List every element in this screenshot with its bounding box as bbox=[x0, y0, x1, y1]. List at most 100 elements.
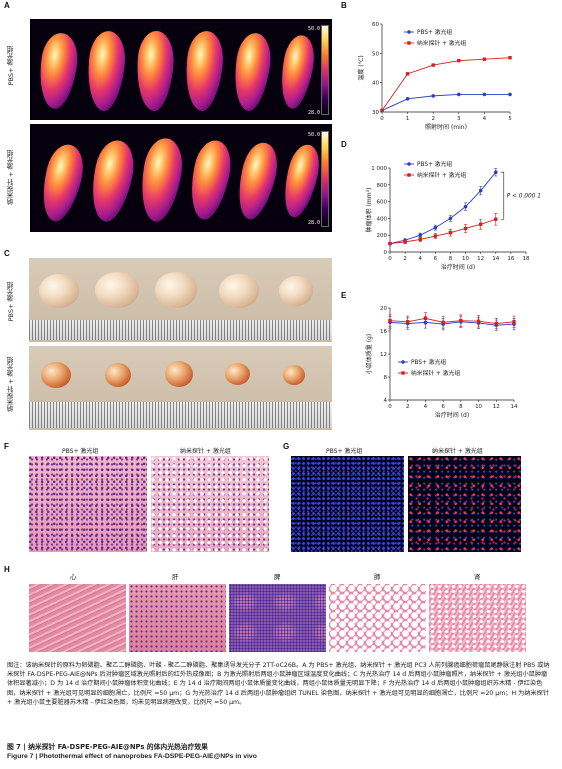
chart-d-tumor-volume: 0 200 400 600 800 1 000 0 2 4 6 8 10 12 14 16 18 治疗时间 (d… bbox=[365, 160, 541, 271]
x-tick-label: 4 bbox=[418, 256, 422, 262]
legend-label: 纳米探针 + 激光组 bbox=[411, 369, 460, 377]
data-point bbox=[508, 56, 512, 60]
y-tick-label: 20 bbox=[380, 306, 387, 312]
data-point bbox=[431, 94, 435, 98]
x-tick-label: 6 bbox=[441, 404, 445, 410]
series-line-0 bbox=[381, 93, 510, 111]
data-point bbox=[405, 72, 410, 76]
legend-label: PBS+ 激光组 bbox=[411, 358, 446, 366]
series-line-0 bbox=[389, 171, 497, 245]
y-axis-label: 肿瘤体积 (mm³) bbox=[365, 188, 373, 233]
data-point bbox=[459, 318, 463, 323]
data-point bbox=[388, 241, 392, 246]
panel-f-col2-label: 纳米探针 + 激光组 bbox=[180, 448, 231, 455]
data-point bbox=[418, 233, 423, 237]
legend-marker bbox=[401, 360, 405, 364]
organ-label-liver: 肝 bbox=[172, 573, 179, 581]
y-tick-label: 1 000 bbox=[371, 166, 387, 172]
data-point bbox=[512, 320, 516, 324]
he-spleen bbox=[229, 584, 326, 652]
legend-marker bbox=[407, 173, 411, 177]
legend-marker bbox=[407, 41, 411, 45]
data-point bbox=[431, 63, 435, 67]
y-axis-label: 小鼠体质量 (g) bbox=[365, 334, 373, 374]
x-tick-label: 0 bbox=[388, 256, 392, 262]
series-line-1 bbox=[389, 317, 515, 324]
figure-note: 图注：该纳米探针的原料为卵磷脂、聚乙二醇磷脂、叶酸 - 聚乙二醇磷脂、聚集诱导发… bbox=[7, 662, 550, 706]
legend-label: 纳米探针 + 激光组 bbox=[417, 39, 466, 47]
y-tick-label: 4 bbox=[384, 398, 388, 404]
panel-label-d: D bbox=[341, 140, 347, 149]
panel-label-b: B bbox=[341, 1, 347, 10]
x-axis-label: 治疗时间 (d) bbox=[435, 411, 469, 419]
data-point bbox=[457, 92, 461, 97]
x-tick-label: 0 bbox=[388, 404, 392, 410]
x-tick-label: 2 bbox=[403, 256, 407, 262]
y-tick-label: 600 bbox=[377, 200, 388, 206]
panel-g-col1-label: PBS+ 激光组 bbox=[326, 448, 363, 455]
tumor-photo-nanoprobe bbox=[29, 346, 332, 430]
he-image-nanoprobe bbox=[151, 456, 269, 552]
data-point bbox=[405, 97, 410, 101]
legend-marker bbox=[407, 30, 411, 34]
data-point bbox=[388, 318, 392, 323]
x-tick-label: 10 bbox=[462, 256, 469, 262]
x-tick-label: 12 bbox=[493, 404, 500, 410]
y-axis-label: 温度 (℃) bbox=[357, 55, 365, 80]
x-tick-label: 14 bbox=[511, 404, 518, 410]
data-point bbox=[494, 321, 498, 326]
figure-title-en: Figure 7 | Photothermal effect of nanopr… bbox=[7, 753, 257, 760]
legend-label: PBS+ 激光组 bbox=[417, 28, 452, 36]
legend-marker bbox=[401, 371, 405, 375]
panel-label-f: F bbox=[4, 442, 9, 451]
data-point bbox=[478, 188, 483, 193]
tunel-image-pbs bbox=[291, 456, 404, 552]
tumor-photo-pbs bbox=[29, 258, 332, 342]
x-tick-label: 0 bbox=[380, 116, 384, 122]
y-tick-label: 0 bbox=[384, 250, 388, 256]
data-point bbox=[463, 226, 468, 231]
y-tick-label: 200 bbox=[377, 233, 388, 239]
panel-label-c: C bbox=[4, 249, 10, 258]
panel-label-g: G bbox=[283, 442, 290, 451]
organ-label-kidney: 肾 bbox=[474, 573, 481, 581]
data-point bbox=[476, 319, 481, 323]
data-point bbox=[423, 316, 428, 321]
legend-label: PBS+ 激光组 bbox=[417, 160, 452, 168]
x-tick-label: 12 bbox=[477, 256, 484, 262]
thermal-image-nanoprobe bbox=[30, 124, 332, 232]
legend-label: 纳米探针 + 激光组 bbox=[417, 171, 466, 179]
y-tick-label: 16 bbox=[380, 329, 387, 335]
x-axis-label: 治疗时间 (d) bbox=[441, 263, 475, 271]
series-line-1 bbox=[389, 218, 496, 245]
data-point bbox=[457, 58, 461, 63]
panel-a-row2-label: 纳米探针 + 激光组 bbox=[7, 150, 15, 206]
data-point bbox=[418, 237, 422, 242]
y-tick-label: 30 bbox=[372, 110, 379, 116]
scale-min-label-2: 28.0 bbox=[308, 220, 321, 226]
data-point bbox=[494, 217, 498, 221]
y-tick-label: 400 bbox=[377, 216, 388, 222]
panel-g-col2-label: 纳米探针 + 激光组 bbox=[432, 448, 483, 455]
x-tick-label: 3 bbox=[457, 116, 461, 122]
x-tick-label: 5 bbox=[508, 116, 512, 122]
he-image-pbs bbox=[29, 456, 147, 552]
y-tick-label: 50 bbox=[372, 51, 379, 57]
x-axis-label: 照射时间 (min) bbox=[425, 123, 467, 131]
x-tick-label: 10 bbox=[475, 404, 482, 410]
data-point bbox=[478, 222, 483, 226]
he-lung bbox=[329, 584, 426, 652]
colorbar-a-top bbox=[321, 25, 329, 115]
panel-label-a: A bbox=[4, 1, 10, 10]
y-tick-label: 12 bbox=[380, 352, 387, 358]
data-point bbox=[406, 320, 410, 324]
scale-max-label-2: 50.0 bbox=[308, 132, 321, 138]
data-point bbox=[482, 92, 487, 97]
data-point bbox=[482, 57, 487, 61]
data-point bbox=[448, 216, 453, 221]
panel-f-col1-label: PBS+ 激光组 bbox=[62, 448, 99, 455]
p-value-annotation: P < 0.000 1 bbox=[507, 194, 541, 200]
scale-min-label: 28.0 bbox=[308, 110, 321, 116]
data-point bbox=[463, 204, 468, 209]
data-point bbox=[493, 170, 498, 174]
